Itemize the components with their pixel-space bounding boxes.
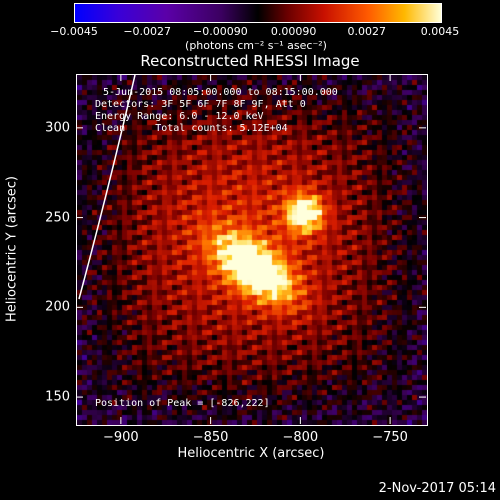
colorbar-tick-label: −0.0027	[123, 25, 172, 38]
colorbar	[74, 3, 442, 23]
x-tick-label: −900	[103, 430, 139, 445]
y-axis-label: Heliocentric Y (arcsec)	[4, 176, 20, 322]
annotation-energy: Energy Range: 6.0 - 12.0 keV	[95, 111, 264, 122]
x-tick-label: −750	[372, 430, 408, 445]
x-tick-label: −800	[282, 430, 319, 445]
footer-timestamp: 2-Nov-2017 05:14	[378, 481, 496, 496]
x-tick-label: −850	[192, 430, 229, 445]
colorbar-tick-label: 0.00090	[270, 25, 317, 38]
y-tick-label: 300	[45, 120, 70, 136]
y-tick-label: 150	[45, 389, 70, 405]
annotation-detectors: Detectors: 3F 5F 6F 7F 8F 9F, Att 0	[95, 99, 306, 110]
annotation-time: 5-Jun-2015 08:05:00.000 to 08:15:00.000	[103, 87, 338, 98]
colorbar-tick-label: 0.0045	[420, 25, 460, 38]
plot-overlay	[78, 75, 136, 300]
plot-area: 5-Jun-2015 08:05:00.000 to 08:15:00.000 …	[76, 74, 428, 426]
annotation-peak: Position of Peak = [-826,222]	[95, 398, 270, 409]
colorbar-tick-label: −0.00090	[193, 25, 248, 38]
x-axis-label: Heliocentric X (arcsec)	[177, 446, 325, 461]
colorbar-tick-label: −0.0045	[50, 25, 98, 38]
heatmap-image	[77, 75, 427, 425]
y-tick-label: 200	[45, 299, 70, 315]
colorbar-tick-label: 0.0027	[347, 25, 387, 38]
chart-title: Reconstructed RHESSI Image	[140, 52, 360, 70]
y-tick-label: 250	[45, 210, 70, 226]
solar-limb-line	[78, 75, 136, 300]
colorbar-unit: (photons cm⁻² s⁻¹ asec⁻²)	[185, 39, 327, 52]
annotation-clean: Clean Total counts: 5.12E+04	[95, 123, 288, 134]
